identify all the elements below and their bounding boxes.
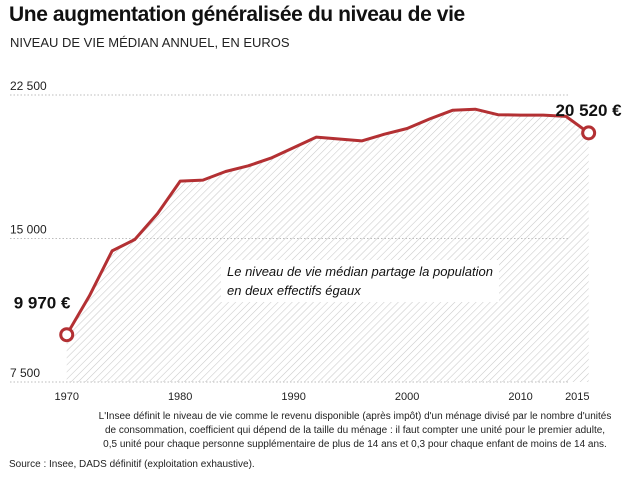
y-tick-label: 7 500 [10, 366, 40, 380]
source-note: Source : Insee, DADS définitif (exploita… [9, 459, 255, 470]
annotation-line-1: Le niveau de vie médian partage la popul… [227, 264, 493, 279]
footnote-line-3: 0,5 unité pour chaque personne supplémen… [103, 439, 607, 450]
footnote-line-2: de consommation, coefficient qui dépend … [104, 425, 606, 436]
line-chart: 7 500 15 000 22 500 1970 1980 1990 2000 2010 20… [10, 79, 622, 403]
x-tick-label: 1990 [281, 391, 305, 403]
x-tick-label: 1970 [54, 391, 78, 403]
start-value-label: 9 970 € [14, 294, 71, 313]
footnote-line-1: L'Insee définit le niveau de vie comme l… [98, 411, 612, 422]
chart-subtitle: NIVEAU DE VIE MÉDIAN ANNUEL, EN EUROS [10, 35, 290, 50]
footnote: L'Insee définit le niveau de vie comme l… [90, 410, 620, 452]
x-tick-label: 2015 [565, 391, 589, 403]
y-tick-label: 15 000 [10, 223, 47, 237]
end-point-marker [581, 125, 597, 141]
chart-title: Une augmentation généralisée du niveau d… [9, 3, 465, 26]
x-tick-label: 2000 [395, 391, 419, 403]
end-value-label: 20 520 € [555, 101, 622, 120]
area-fill [66, 109, 589, 382]
start-point-marker [59, 327, 75, 343]
annotation-line-2: en deux effectifs égaux [227, 283, 361, 298]
y-tick-label: 22 500 [10, 79, 47, 93]
series-line [65, 107, 591, 337]
annotation-background [221, 260, 499, 302]
x-tick-label: 2010 [508, 391, 532, 403]
x-tick-label: 1980 [168, 391, 192, 403]
